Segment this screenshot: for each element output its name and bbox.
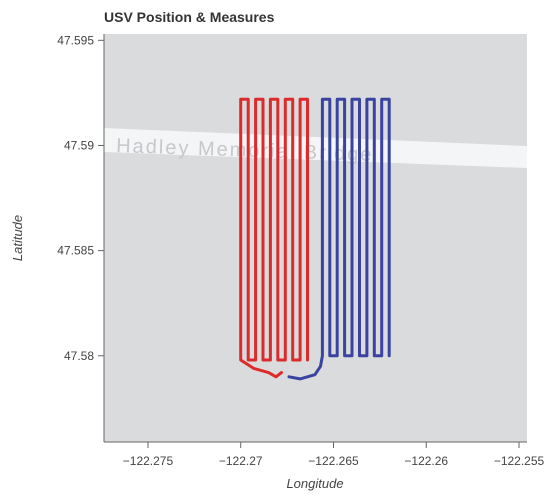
y-tick-label: 47.595 [57, 33, 94, 47]
y-axis-label: Latitude [10, 215, 25, 261]
x-tick-label: −122.255 [494, 454, 545, 468]
y-tick-label: 47.585 [57, 244, 94, 258]
chart: Hadley Memorial Bridge USV Position & Me… [0, 0, 556, 497]
x-tick-label: −122.265 [308, 454, 359, 468]
x-tick-label: −122.275 [123, 454, 174, 468]
map-background [104, 34, 527, 442]
x-tick-label: −122.27 [219, 454, 263, 468]
chart-title: USV Position & Measures [104, 9, 275, 25]
y-tick-label: 47.58 [64, 349, 94, 363]
x-axis-label: Longitude [286, 476, 343, 491]
x-tick-label: −122.26 [404, 454, 448, 468]
y-tick-label: 47.59 [64, 138, 94, 152]
